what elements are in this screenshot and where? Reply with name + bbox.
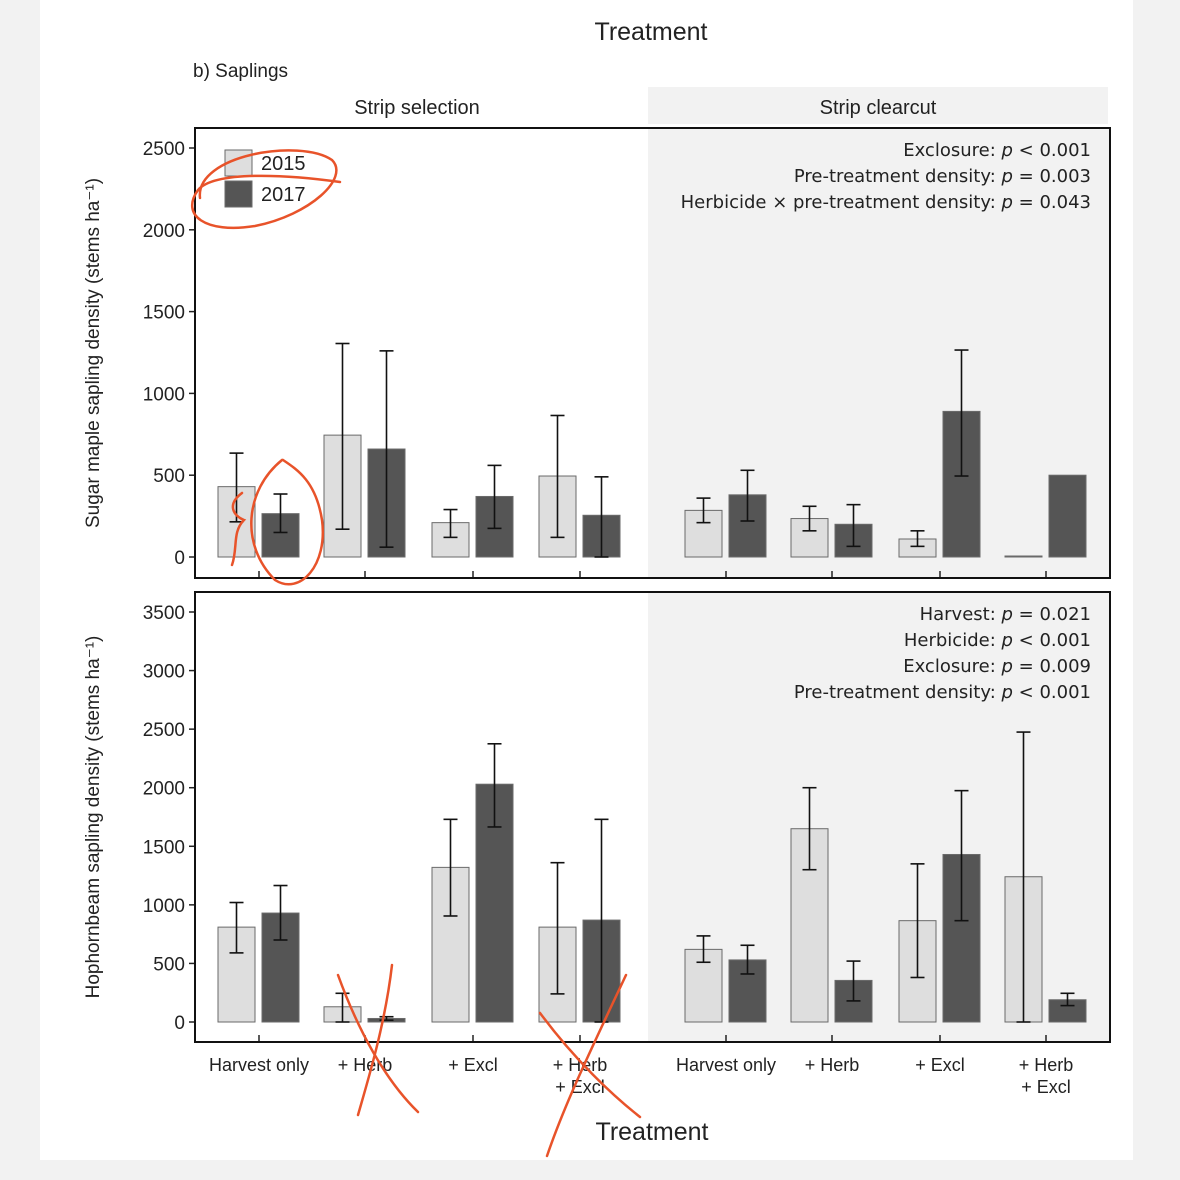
- strip-clearcut-header-bg: [648, 87, 1108, 124]
- stat-line: Pre-treatment density: p = 0.003: [794, 166, 1091, 187]
- stat-p-symbol: p: [1001, 166, 1013, 187]
- stat-text: = 0.009: [1013, 656, 1091, 677]
- x-tick-label: + Excl: [448, 1055, 498, 1075]
- bar-squiggle-annotation: [230, 491, 247, 567]
- x-tick-label-line: + Excl: [555, 1077, 605, 1097]
- y-tick-label: 500: [153, 954, 185, 975]
- stat-line: Pre-treatment density: p < 0.001: [794, 682, 1091, 703]
- stat-p-symbol: p: [1001, 140, 1013, 161]
- cross-herb-annotation-b: [356, 963, 394, 1117]
- legend: 2015 2017: [224, 149, 306, 208]
- stat-p-symbol: p: [1001, 192, 1013, 213]
- x-tick-label-line: + Herb: [553, 1055, 608, 1075]
- y-tick-label: 500: [153, 466, 185, 487]
- y-tick-label: 2500: [143, 720, 185, 741]
- stat-text: Pre-treatment density:: [794, 166, 1002, 187]
- stat-line: Herbicide × pre-treatment density: p = 0…: [681, 192, 1091, 213]
- y-tick-label: 0: [174, 1013, 185, 1034]
- panel-label: b) Saplings: [193, 61, 288, 82]
- x-tick-label: Harvest only: [209, 1055, 309, 1075]
- legend-swatch-2017: [224, 180, 253, 208]
- stat-line: Herbicide: p < 0.001: [904, 630, 1091, 651]
- x-tick-label-line: Harvest only: [676, 1055, 776, 1075]
- cross-herbexcl-annotation-a: [538, 1011, 642, 1119]
- stat-text: Pre-treatment density:: [794, 682, 1002, 703]
- y-tick-label: 2000: [143, 779, 185, 800]
- y-axis-label: Hophornbeam sapling density (stems ha⁻¹): [83, 636, 104, 999]
- stat-line: Exclosure: p < 0.001: [903, 140, 1091, 161]
- stat-text: Exclosure:: [903, 656, 1001, 677]
- stat-text: < 0.001: [1013, 630, 1091, 651]
- chart-panel-2: 0 500 1000 1500 2000 2500 3000 3500 Hophornbeam …: [83, 591, 1111, 1097]
- stat-text: = 0.003: [1013, 166, 1091, 187]
- stat-text: Herbicide × pre-treatment density:: [681, 192, 1002, 213]
- y-tick-label: 1500: [143, 837, 185, 858]
- bar-circle-annotation: [250, 458, 325, 586]
- handwritten-annotations: [191, 149, 642, 1158]
- stat-text: < 0.001: [1013, 140, 1091, 161]
- y-axis-label: Sugar maple sapling density (stems ha⁻¹): [83, 178, 104, 528]
- x-tick-label-line: + Excl: [915, 1055, 965, 1075]
- chart-panel-1: 0 500 1000 1500 2000 2500 Sugar maple sapling …: [83, 127, 1111, 579]
- x-tick-label-line: + Excl: [448, 1055, 498, 1075]
- strip-selection-header: Strip selection: [354, 97, 480, 119]
- stat-text: = 0.021: [1013, 604, 1091, 625]
- x-tick-label: + Herb: [805, 1055, 860, 1075]
- x-axis-title: Treatment: [595, 1118, 708, 1146]
- stat-line: Harvest: p = 0.021: [920, 604, 1091, 625]
- x-tick-label: + Excl: [915, 1055, 965, 1075]
- legend-label-2017: 2017: [261, 184, 306, 206]
- y-tick-label: 2500: [143, 139, 185, 160]
- stat-p-symbol: p: [1001, 630, 1013, 651]
- stat-text: Harvest:: [920, 604, 1002, 625]
- legend-circle-annotation: [191, 149, 342, 230]
- bar-2015: [431, 866, 470, 1023]
- cross-herb-annotation-a: [336, 973, 420, 1114]
- bar-2017: [1048, 474, 1087, 558]
- x-tick-label: Harvest only: [676, 1055, 776, 1075]
- stat-text: < 0.001: [1013, 682, 1091, 703]
- x-tick-label-line: Harvest only: [209, 1055, 309, 1075]
- stat-line: Exclosure: p = 0.009: [903, 656, 1091, 677]
- stat-p-symbol: p: [1001, 656, 1013, 677]
- figure-top-title: Treatment: [594, 18, 707, 46]
- x-tick-label: + Herb + Excl: [1019, 1055, 1074, 1097]
- clearcut-shading: [648, 128, 1110, 578]
- x-tick-label-line: + Excl: [1021, 1077, 1071, 1097]
- legend-label-2015: 2015: [261, 153, 306, 175]
- y-tick-label: 1000: [143, 384, 185, 405]
- bar-2015: [1004, 555, 1043, 558]
- y-tick-label: 2000: [143, 221, 185, 242]
- panel-frame: [194, 591, 1111, 1043]
- stat-text: Exclosure:: [903, 140, 1001, 161]
- stat-p-symbol: p: [1001, 604, 1013, 625]
- y-tick-label: 1500: [143, 303, 185, 324]
- stat-p-symbol: p: [1001, 682, 1013, 703]
- cross-herbexcl-annotation-b: [545, 973, 628, 1158]
- bar-2015: [431, 522, 470, 558]
- strip-clearcut-header: Strip clearcut: [820, 97, 937, 119]
- chart-panels: 0 500 1000 1500 2000 2500 Sugar maple sapling …: [83, 127, 1111, 1097]
- panel-frame: [194, 127, 1111, 579]
- stat-text: Herbicide:: [904, 630, 1002, 651]
- x-tick-label-line: + Herb: [805, 1055, 860, 1075]
- y-tick-label: 0: [174, 548, 185, 569]
- x-tick-label: + Herb + Excl: [553, 1055, 608, 1097]
- y-tick-label: 3000: [143, 662, 185, 683]
- x-tick-label-line: + Herb: [1019, 1055, 1074, 1075]
- stat-text: = 0.043: [1013, 192, 1091, 213]
- y-tick-label: 3500: [143, 603, 185, 624]
- y-tick-label: 1000: [143, 896, 185, 917]
